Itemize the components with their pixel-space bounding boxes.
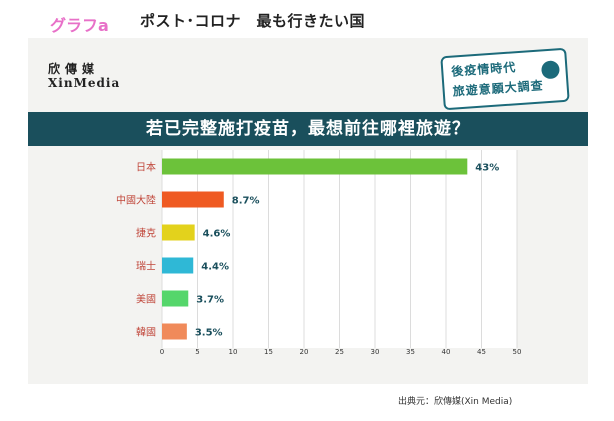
x-tick-label: 0	[160, 348, 164, 356]
logo-english: XinMedia	[48, 76, 121, 90]
bar-value-label: 8.7%	[232, 196, 260, 207]
x-tick-label: 15	[264, 348, 273, 356]
x-tick-label: 10	[229, 348, 238, 356]
question-banner: 若已完整施打疫苗，最想前往哪裡旅遊？	[28, 112, 588, 146]
bar	[162, 257, 194, 274]
category-label: 韓國	[136, 327, 156, 339]
bar	[162, 158, 468, 175]
x-tick-label: 35	[406, 348, 415, 356]
bar	[162, 191, 224, 208]
category-label: 捷克	[136, 227, 156, 240]
x-tick-label: 25	[335, 348, 344, 356]
survey-badge: 後疫情時代 旅遊意願大調查	[440, 47, 570, 111]
bar-value-label: 3.7%	[196, 295, 224, 306]
page-title: ポスト･コロナ 最も行きたい国	[140, 12, 366, 30]
bar-value-label: 43%	[475, 163, 499, 174]
category-label: 美國	[136, 293, 156, 306]
bar	[162, 224, 195, 241]
badge-line-2: 旅遊意願大調查	[452, 78, 545, 99]
bar-chart: 0 5 10 15 20 25 30 35 40 45 50 43% 日本 8.7% 中國大陸 4.6% 捷克 4…	[116, 150, 522, 356]
x-tick-label: 5	[195, 348, 199, 356]
category-label: 中國大陸	[116, 194, 156, 207]
badge-line-1: 後疫情時代	[450, 60, 517, 79]
bar-value-label: 4.6%	[203, 229, 231, 240]
x-tick-label: 50	[513, 348, 522, 356]
bar	[162, 290, 189, 307]
bar	[162, 323, 187, 340]
x-tick-label: 45	[477, 348, 486, 356]
chart-tag: グラフa	[50, 16, 109, 35]
x-tick-label: 30	[371, 348, 380, 356]
bar-value-label: 3.5%	[195, 328, 223, 339]
x-tick-label: 40	[442, 348, 451, 356]
source-note: 出典元：欣傳媒(Xin Media)	[398, 397, 513, 407]
logo-chinese: 欣傳媒	[48, 62, 100, 76]
banner-text: 若已完整施打疫苗，最想前往哪裡旅遊？	[146, 119, 470, 139]
badge-seal-icon	[540, 60, 561, 80]
bar-value-label: 4.4%	[201, 262, 229, 273]
category-label: 瑞士	[136, 260, 156, 273]
category-label: 日本	[136, 161, 156, 174]
x-tick-label: 20	[300, 348, 309, 356]
